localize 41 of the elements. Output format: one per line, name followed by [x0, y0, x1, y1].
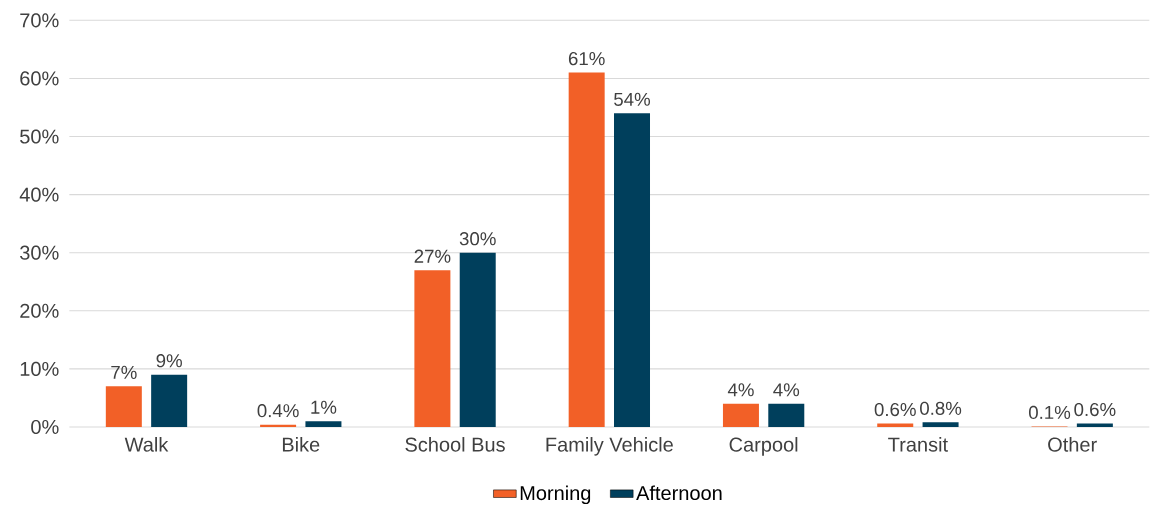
data-label: 61%	[568, 52, 605, 66]
x-tick-label: Carpool	[729, 437, 798, 456]
x-tick-label: Walk	[124, 437, 169, 452]
bar	[568, 72, 605, 427]
y-tick-label: 50%	[20, 129, 59, 144]
bar	[614, 113, 651, 427]
data-label: 1%	[311, 400, 337, 414]
bar	[922, 422, 959, 427]
data-label: 9%	[156, 354, 182, 368]
data-label: 0.4%	[257, 404, 299, 418]
x-tick-label: Transit	[888, 437, 948, 452]
bar	[305, 421, 342, 427]
y-tick-label: 60%	[20, 71, 59, 86]
data-label: 4%	[727, 383, 754, 397]
data-label: 0.6%	[1074, 402, 1116, 417]
x-tick-label: School Bus	[405, 437, 505, 452]
bar	[768, 403, 805, 427]
y-tick-label: 70%	[20, 13, 59, 28]
x-tick-label: Bike	[282, 437, 320, 452]
data-label: 0.8%	[920, 401, 962, 415]
data-label: 0.1%	[1028, 405, 1071, 420]
legend-label: Morning	[520, 485, 591, 505]
data-label: 54%	[614, 92, 651, 106]
bar	[722, 403, 759, 427]
data-label: 4%	[773, 383, 800, 397]
data-label: 27%	[414, 249, 451, 263]
y-tick-label: 0%	[31, 419, 59, 435]
data-label: 0.6%	[874, 402, 916, 417]
x-tick-label: Other	[1048, 437, 1097, 452]
y-tick-label: 40%	[19, 187, 59, 202]
legend-label: Afternoon	[636, 485, 722, 501]
bar	[151, 374, 188, 427]
y-tick-label: 30%	[20, 245, 59, 260]
x-tick-label: Family Vehicle	[546, 437, 673, 456]
bar	[459, 252, 496, 427]
data-label: 30%	[459, 232, 496, 246]
bar	[105, 386, 142, 427]
y-tick-label: 10%	[20, 361, 59, 376]
data-label: 7%	[111, 365, 137, 379]
y-tick-label: 20%	[20, 303, 59, 318]
bar	[414, 270, 451, 427]
